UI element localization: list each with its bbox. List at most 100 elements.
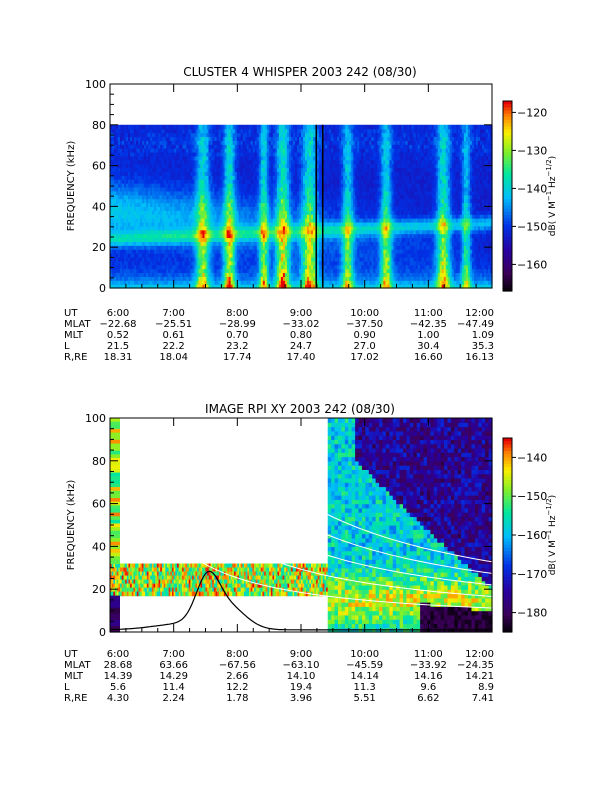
colorbar-label-part: ): [548, 156, 558, 160]
table-cell: 6:00: [107, 308, 129, 319]
colorbar-tick-label: −160: [517, 529, 547, 542]
y-tick-label: 80: [92, 119, 106, 132]
table-cell: 19.4: [290, 682, 312, 693]
table-cell: −28.99: [219, 319, 256, 330]
y-axis-label: FREQUENCY (kHz): [66, 141, 77, 232]
colorbar-label-part: −1: [545, 191, 553, 201]
colorbar-tick-label: −150: [517, 220, 547, 233]
colorbar-tick-label: −170: [517, 568, 547, 581]
data-gap: [316, 125, 318, 288]
y-tick-label: 40: [92, 540, 106, 553]
table-row-label: R,RE: [64, 352, 87, 363]
table-row-label: L: [64, 341, 70, 352]
table-cell: −33.92: [410, 660, 447, 671]
table-cell: 63.66: [159, 660, 188, 671]
table-cell: 7:00: [162, 308, 184, 319]
data-gap: [322, 125, 324, 288]
table-cell: 16.13: [465, 352, 494, 363]
table-row-label: MLAT: [64, 319, 91, 330]
y-tick-label: 20: [92, 583, 106, 596]
table-cell: 5.51: [354, 693, 376, 704]
table-cell: −24.35: [457, 660, 494, 671]
table-cell: −22.68: [99, 319, 136, 330]
table-cell: −47.49: [457, 319, 494, 330]
table-cell: 8:00: [226, 649, 248, 660]
colorbar-tick-label: −160: [517, 258, 547, 271]
table-cell: 21.5: [107, 341, 129, 352]
table-cell: 28.68: [104, 660, 133, 671]
panel-title: IMAGE RPI XY 2003 242 (08/30): [205, 402, 395, 416]
table-cell: −37.50: [346, 319, 383, 330]
y-tick-label: 60: [92, 160, 106, 173]
table-cell: 0.80: [290, 330, 312, 341]
table-cell: 0.70: [226, 330, 248, 341]
table-cell: −25.51: [155, 319, 192, 330]
table-row-label: R,RE: [64, 693, 87, 704]
table-cell: −63.10: [282, 660, 319, 671]
panel-title: CLUSTER 4 WHISPER 2003 242 (08/30): [183, 65, 416, 79]
table-cell: 14.21: [465, 671, 494, 682]
colorbar-label-part: Hz: [548, 176, 558, 191]
y-tick-label: 0: [99, 282, 106, 295]
colorbar-label: dB( V M−1 Hz−1/2): [545, 495, 558, 575]
table-cell: 17.74: [223, 352, 252, 363]
table-cell: 12.2: [226, 682, 248, 693]
table-cell: 14.10: [287, 671, 316, 682]
spectrogram: [110, 125, 493, 289]
table-cell: −42.35: [410, 319, 447, 330]
colorbar-tick-label: −140: [517, 451, 547, 464]
table-cell: 16.60: [414, 352, 443, 363]
y-tick-label: 60: [92, 498, 106, 511]
colorbar-label-part: −1/2: [545, 159, 553, 176]
table-cell: −33.02: [282, 319, 319, 330]
table-cell: 9.6: [420, 682, 436, 693]
ephemeris-table: UT 6:00 7:00 8:00 9:00 10:00 11:00 12:00 MLAT −22…: [64, 308, 494, 363]
colorbar-tick-label: −180: [517, 607, 547, 620]
table-cell: 8:00: [226, 308, 248, 319]
table-cell: 1.78: [226, 693, 248, 704]
panel-2: IMAGE RPI XY 2003 242 (08/30)02040608010…: [64, 402, 558, 704]
colorbar-label-part: ): [548, 495, 558, 499]
table-row-label: L: [64, 682, 70, 693]
table-row-label: MLAT: [64, 660, 91, 671]
table-cell: 12:00: [465, 308, 494, 319]
table-cell: 14.14: [350, 671, 379, 682]
table-cell: 7.41: [472, 693, 494, 704]
colorbar-label-part: dB( V M: [548, 540, 558, 575]
table-cell: 10:00: [350, 649, 379, 660]
table-cell: 0.61: [163, 330, 185, 341]
table-cell: 5.6: [110, 682, 126, 693]
y-axis-label: FREQUENCY (kHz): [66, 480, 77, 571]
table-cell: 1.09: [472, 330, 494, 341]
table-cell: 7:00: [162, 649, 184, 660]
panel-1: CLUSTER 4 WHISPER 2003 242 (08/30) 0 20 40 6…: [64, 65, 558, 363]
colorbar-tick-label: −130: [517, 144, 547, 157]
table-row-label: UT: [64, 649, 78, 660]
table-cell: 2.24: [163, 693, 185, 704]
table-row-label: MLT: [64, 671, 84, 682]
y-tick-label: 20: [92, 241, 106, 254]
table-cell: 27.0: [354, 341, 376, 352]
table-cell: 14.16: [414, 671, 443, 682]
table-cell: 14.29: [159, 671, 188, 682]
table-cell: 11:00: [414, 308, 443, 319]
table-cell: 0.90: [354, 330, 376, 341]
table-cell: 30.4: [417, 341, 439, 352]
table-cell: 9:00: [290, 308, 312, 319]
table-cell: 8.9: [478, 682, 494, 693]
table-cell: 12:00: [465, 649, 494, 660]
table-row-label: UT: [64, 308, 78, 319]
table-cell: 11:00: [414, 649, 443, 660]
table-cell: 6:00: [107, 649, 129, 660]
table-cell: 10:00: [350, 308, 379, 319]
table-cell: 23.2: [226, 341, 248, 352]
table-cell: −45.59: [346, 660, 383, 671]
colorbar-label-part: dB( V M: [548, 201, 558, 236]
table-cell: 0.52: [107, 330, 129, 341]
colorbar-tick-label: −120: [517, 106, 547, 119]
y-tick-label: 40: [92, 200, 106, 213]
table-cell: 18.04: [159, 352, 188, 363]
table-cell: 14.39: [104, 671, 133, 682]
